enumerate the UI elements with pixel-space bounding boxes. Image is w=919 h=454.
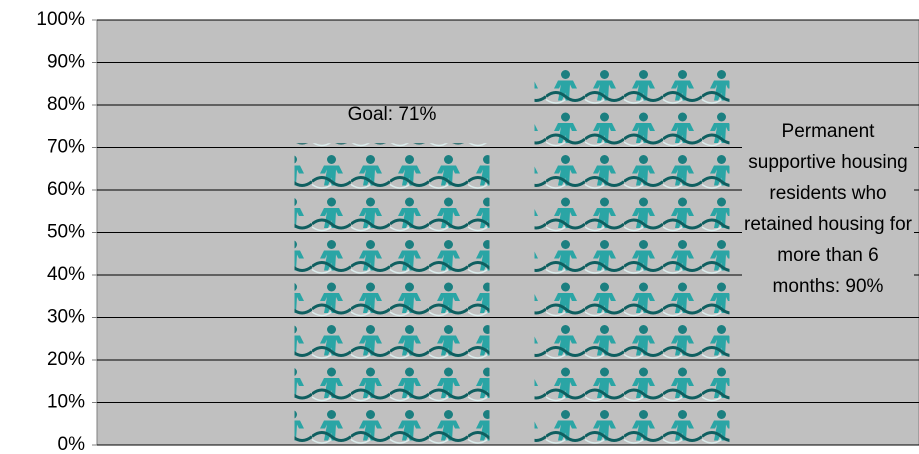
y-tick-label: 70%: [47, 137, 85, 158]
pictograph-bar: [294, 143, 490, 445]
result-annotation: Permanent supportive housing residents w…: [742, 116, 914, 302]
y-tick-label: 60%: [47, 179, 85, 200]
y-tick-label: 40%: [47, 264, 85, 285]
y-tick-label: 20%: [47, 349, 85, 370]
y-tick-label: 50%: [47, 222, 85, 243]
y-tick-label: 80%: [47, 94, 85, 115]
y-tick-label: 0%: [58, 434, 86, 454]
pictograph-bar: [534, 62, 730, 445]
y-tick-label: 30%: [47, 307, 85, 328]
y-tick-label: 10%: [47, 392, 85, 413]
goal-annotation: Goal: 71%: [348, 104, 437, 125]
y-tick-label: 100%: [36, 9, 85, 30]
y-tick-label: 90%: [47, 52, 85, 73]
